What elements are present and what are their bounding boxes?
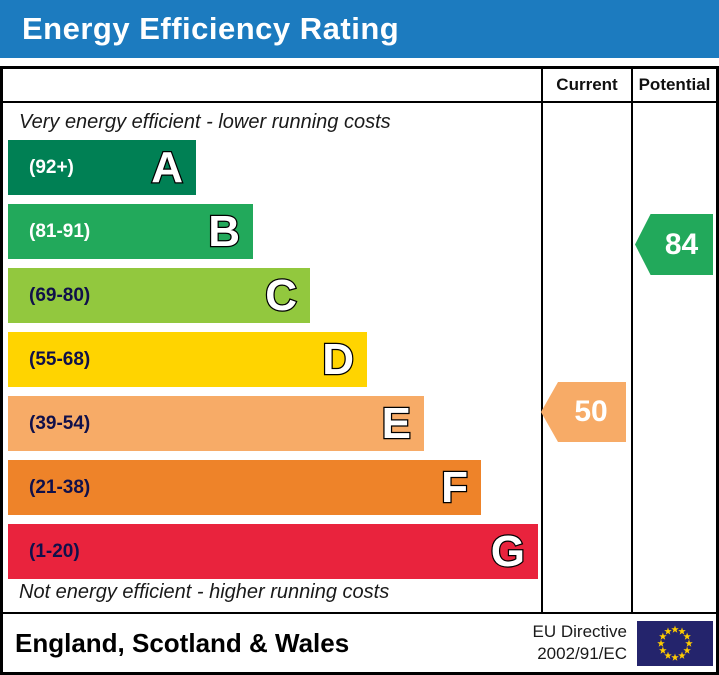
title-bar: Energy Efficiency Rating xyxy=(0,0,719,58)
current-rating-arrow: 50 xyxy=(541,382,626,442)
band-range-label: (39-54) xyxy=(29,412,91,434)
potential-column-divider xyxy=(631,103,633,612)
header-spacer xyxy=(3,69,541,101)
rating-band-a: (92+) A xyxy=(8,140,196,195)
band-letter: A xyxy=(150,142,184,192)
bottom-note: Not energy efficient - higher running co… xyxy=(19,581,390,603)
rating-band-c: (69-80) C xyxy=(8,268,310,323)
region-label: England, Scotland & Wales xyxy=(15,627,350,658)
eu-directive-line2: 2002/91/EC xyxy=(537,644,627,663)
rating-band-d: (55-68) D xyxy=(8,332,367,387)
band-letter: F xyxy=(440,462,469,512)
band-range-label: (55-68) xyxy=(29,348,91,370)
band-range-label: (92+) xyxy=(29,156,74,178)
band-range-label: (1-20) xyxy=(29,540,80,562)
current-column-divider xyxy=(541,103,543,612)
rating-band-e: (39-54) E xyxy=(8,396,424,451)
rating-bands: (92+) A (81-91) B (69-80) C (55-68) D (39-54) E (2… xyxy=(8,140,538,588)
band-letter: G xyxy=(490,526,527,576)
current-rating-value: 50 xyxy=(574,395,608,428)
potential-rating-value: 84 xyxy=(664,227,699,261)
chart-title: Energy Efficiency Rating xyxy=(22,11,400,46)
band-letter: B xyxy=(207,206,241,256)
rating-band-f: (21-38) F xyxy=(8,460,481,515)
eu-directive-line1: EU Directive xyxy=(532,621,627,641)
potential-column-header: Potential xyxy=(631,69,716,101)
band-range-label: (21-38) xyxy=(29,476,91,498)
band-range-label: (81-91) xyxy=(29,220,91,242)
rating-band-g: (1-20) G xyxy=(8,524,538,579)
current-column-header: Current xyxy=(541,69,631,101)
top-note: Very energy efficient - lower running co… xyxy=(19,111,391,133)
chart-frame: Current Potential Very energy efficient … xyxy=(0,66,719,675)
band-range-label: (69-80) xyxy=(29,284,91,306)
eu-flag-icon xyxy=(637,620,713,666)
band-letter: E xyxy=(380,398,412,448)
rating-band-b: (81-91) B xyxy=(8,204,253,259)
column-header-row: Current Potential xyxy=(3,69,716,103)
band-letter: C xyxy=(264,270,298,320)
eu-directive-label: EU Directive 2002/91/EC xyxy=(533,621,627,665)
band-letter: D xyxy=(321,334,355,384)
potential-rating-arrow: 84 xyxy=(635,214,713,275)
rating-scale-area: Very energy efficient - lower running co… xyxy=(3,103,716,612)
footer-bar: England, Scotland & Wales EU Directive 2… xyxy=(3,612,716,672)
